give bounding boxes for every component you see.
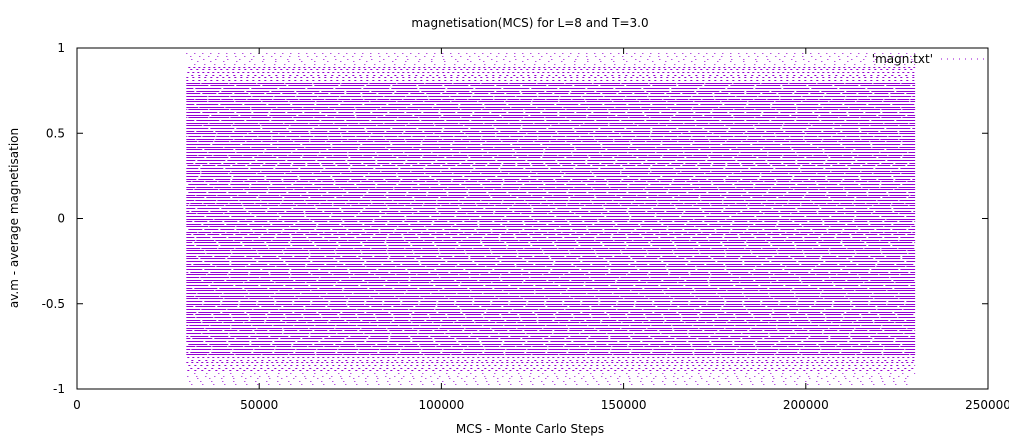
ticks-layer: 0 50000 100000 150000 200000 250000 1 0.5 0 -0.5 -…: [42, 41, 1009, 412]
x-tick-label: 100000: [418, 398, 464, 412]
x-axis-label: MCS - Monte Carlo Steps: [456, 422, 604, 436]
y-tick-label: -1: [53, 382, 65, 396]
x-tick-label: 200000: [783, 398, 829, 412]
x-tick-label: 150000: [601, 398, 647, 412]
data-layer: [186, 53, 916, 385]
y-tick-label: 1: [57, 41, 65, 55]
y-tick-label: 0.5: [46, 126, 65, 140]
x-tick-label: 0: [73, 398, 81, 412]
y-axis-label: av.m - average magnetisation: [7, 128, 21, 308]
y-tick-label: -0.5: [42, 297, 65, 311]
chart-title: magnetisation(MCS) for L=8 and T=3.0: [411, 16, 648, 30]
x-tick-label: 50000: [240, 398, 278, 412]
y-tick-label: 0: [57, 212, 65, 226]
legend-entry-magn: 'magn.txt': [872, 52, 933, 66]
x-tick-label: 250000: [965, 398, 1009, 412]
